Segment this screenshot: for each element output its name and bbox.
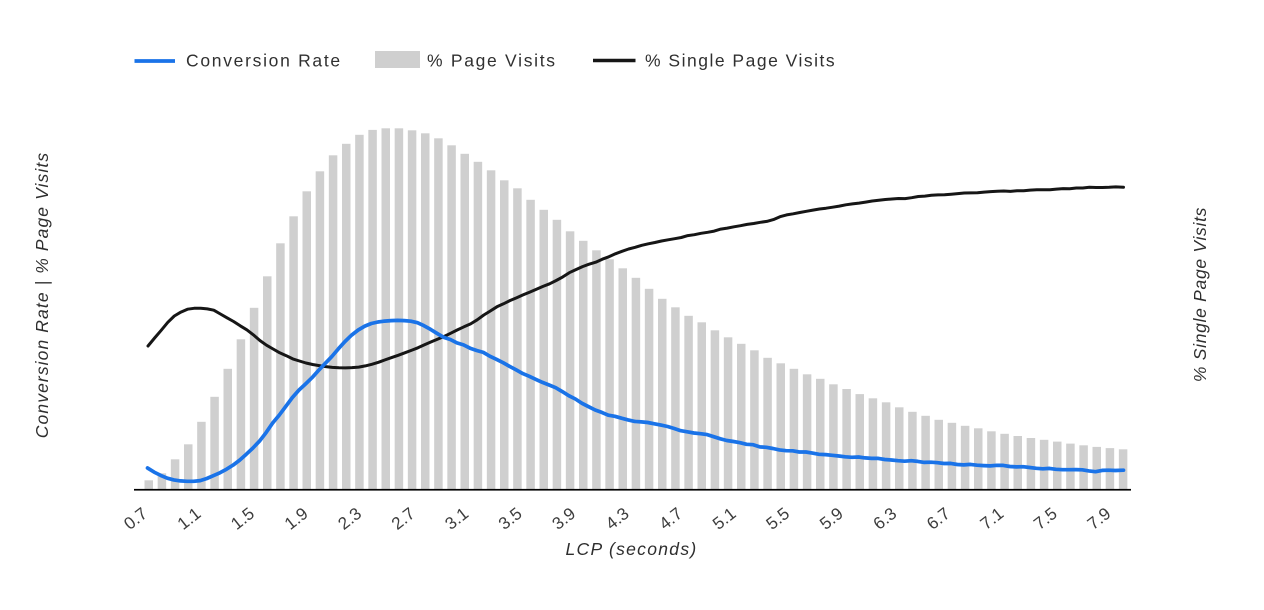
svg-text:% Single Page Visits: % Single Page Visits bbox=[645, 51, 836, 71]
svg-text:Conversion Rate | % Page Visit: Conversion Rate | % Page Visits bbox=[32, 152, 52, 438]
svg-text:Conversion Rate: Conversion Rate bbox=[186, 51, 342, 71]
svg-text:LCP (seconds): LCP (seconds) bbox=[566, 539, 698, 559]
svg-text:% Single Page Visits: % Single Page Visits bbox=[1190, 207, 1210, 382]
svg-text:% Page Visits: % Page Visits bbox=[427, 51, 557, 71]
